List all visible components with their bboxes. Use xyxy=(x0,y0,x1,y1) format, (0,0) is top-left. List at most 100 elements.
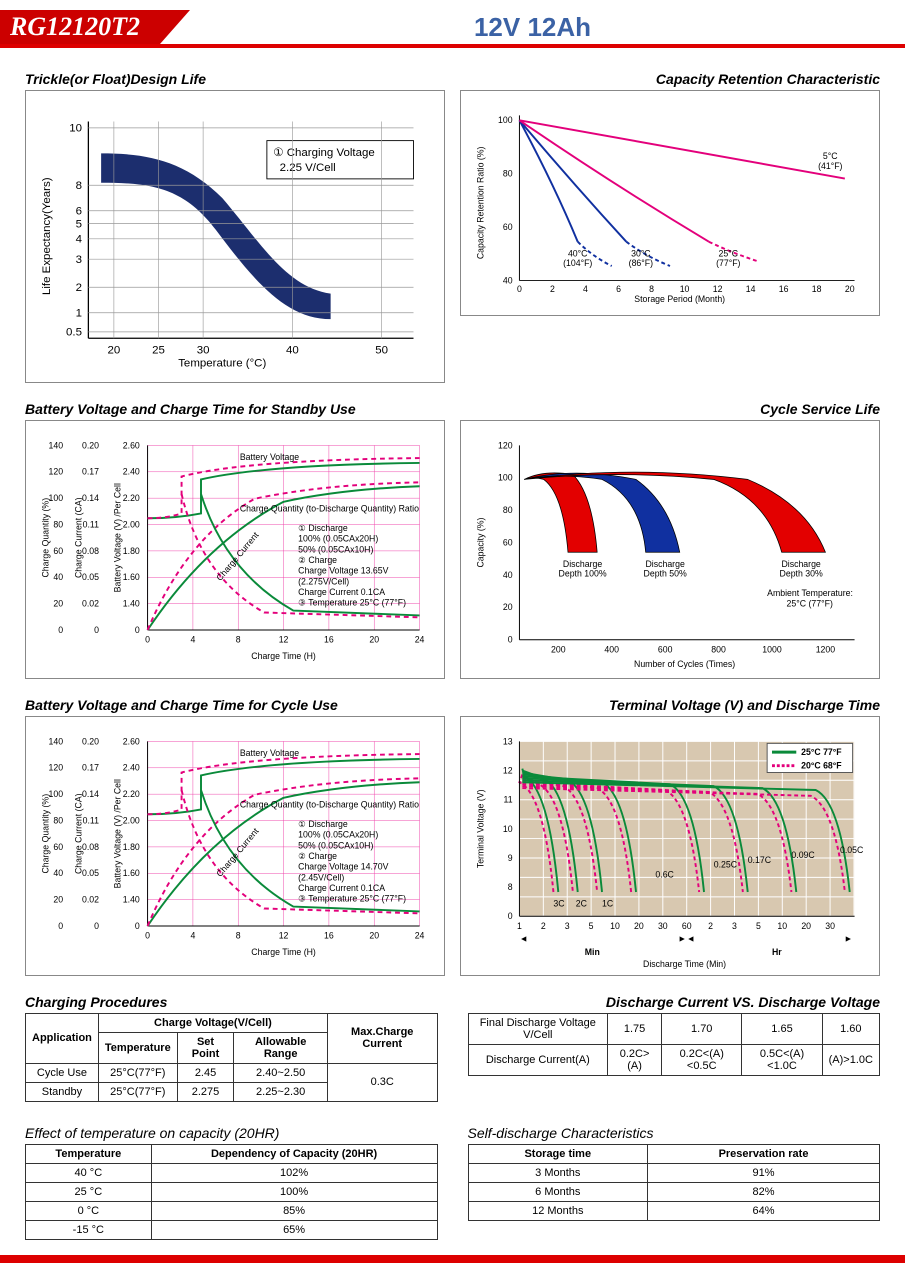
svg-text:1.60: 1.60 xyxy=(123,868,140,878)
svg-text:6: 6 xyxy=(616,284,621,294)
model-label: RG12120T2 xyxy=(0,10,160,44)
svg-text:3: 3 xyxy=(565,921,570,931)
svg-text:1.40: 1.40 xyxy=(123,598,140,608)
svg-text:0: 0 xyxy=(508,634,513,644)
svg-text:2.60: 2.60 xyxy=(123,737,140,747)
svg-text:3: 3 xyxy=(76,254,82,266)
svg-text:12: 12 xyxy=(279,634,289,644)
svg-text:2.40: 2.40 xyxy=(123,763,140,773)
svg-text:1.40: 1.40 xyxy=(123,895,140,905)
chart2-svg: 40°C(104°F) 30°C(86°F) 25°C(77°F) 5°C(41… xyxy=(466,96,874,310)
svg-text:0: 0 xyxy=(145,931,150,941)
svg-text:Charge Quantity (%): Charge Quantity (%) xyxy=(40,794,50,874)
svg-text:10: 10 xyxy=(610,921,620,931)
svg-text:Capacity Retention Ratio (%): Capacity Retention Ratio (%) xyxy=(475,146,485,259)
svg-text:0.17: 0.17 xyxy=(82,763,99,773)
svg-text:(2.45V/Cell): (2.45V/Cell) xyxy=(298,873,344,883)
svg-text:◄: ◄ xyxy=(519,934,528,944)
svg-text:8: 8 xyxy=(76,180,82,192)
svg-text:1: 1 xyxy=(76,308,82,320)
svg-text:2.20: 2.20 xyxy=(123,789,140,799)
temp-capacity-table: TemperatureDependency of Capacity (20HR)… xyxy=(25,1144,438,1240)
chart3-svg: Charge Quantity (%)Charge Current (CA)Ba… xyxy=(31,426,439,674)
svg-text:Depth 30%: Depth 30% xyxy=(780,568,823,578)
svg-text:25°C 77°F: 25°C 77°F xyxy=(801,747,842,757)
svg-text:0.05: 0.05 xyxy=(82,868,99,878)
svg-text:0.17C: 0.17C xyxy=(748,855,771,865)
svg-text:20: 20 xyxy=(53,598,63,608)
chart1-svg: ① Charging Voltage 2.25 V/Cell Temperatu… xyxy=(31,96,439,377)
svg-text:40: 40 xyxy=(286,345,299,357)
svg-text:14: 14 xyxy=(746,284,756,294)
svg-text:40: 40 xyxy=(503,275,513,285)
svg-text:Charge Quantity (to-Discharge: Charge Quantity (to-Discharge Quantity) … xyxy=(240,503,419,513)
svg-text:0.11: 0.11 xyxy=(83,816,99,826)
svg-text:1C: 1C xyxy=(602,899,613,909)
svg-text:0: 0 xyxy=(135,624,140,634)
svg-text:1000: 1000 xyxy=(762,644,782,654)
svg-text:50% (0.05CAx10H): 50% (0.05CAx10H) xyxy=(298,544,373,554)
svg-text:③ Temperature 25°C (77°F): ③ Temperature 25°C (77°F) xyxy=(298,597,406,607)
svg-text:100: 100 xyxy=(498,472,513,482)
svg-text:0.02: 0.02 xyxy=(82,598,99,608)
svg-text:0.6C: 0.6C xyxy=(655,870,673,880)
svg-text:20: 20 xyxy=(634,921,644,931)
svg-text:0: 0 xyxy=(517,284,522,294)
chart2-title: Capacity Retention Characteristic xyxy=(460,71,880,87)
svg-text:20: 20 xyxy=(369,931,379,941)
table3-panel: Effect of temperature on capacity (20HR)… xyxy=(25,1117,438,1240)
svg-text:12: 12 xyxy=(279,931,289,941)
svg-text:30°C: 30°C xyxy=(631,248,651,258)
svg-text:0: 0 xyxy=(508,911,513,921)
discharge-table: Final Discharge Voltage V/Cell1.751.701.… xyxy=(468,1013,881,1076)
svg-text:80: 80 xyxy=(53,816,63,826)
svg-text:1.60: 1.60 xyxy=(123,572,140,582)
svg-text:120: 120 xyxy=(498,440,513,450)
svg-text:Charge Time (H): Charge Time (H) xyxy=(251,947,316,957)
chart5-panel: Battery Voltage and Charge Time for Cycl… xyxy=(25,689,445,976)
svg-text:0: 0 xyxy=(135,921,140,931)
svg-text:(86°F): (86°F) xyxy=(629,258,653,268)
svg-text:140: 140 xyxy=(48,440,63,450)
svg-text:Storage Period (Month): Storage Period (Month) xyxy=(634,294,725,304)
svg-text:2: 2 xyxy=(550,284,555,294)
svg-text:0.02: 0.02 xyxy=(82,895,99,905)
charging-table: ApplicationCharge Voltage(V/Cell)Max.Cha… xyxy=(25,1013,438,1102)
svg-text:Charge Time (H): Charge Time (H) xyxy=(251,651,316,661)
svg-text:1: 1 xyxy=(517,921,522,931)
svg-text:80: 80 xyxy=(53,519,63,529)
table1-panel: Charging Procedures ApplicationCharge Vo… xyxy=(25,986,438,1102)
chart3-title: Battery Voltage and Charge Time for Stan… xyxy=(25,401,445,417)
svg-text:50% (0.05CAx10H): 50% (0.05CAx10H) xyxy=(298,840,373,850)
svg-text:3C: 3C xyxy=(553,899,564,909)
svg-text:1.80: 1.80 xyxy=(123,842,140,852)
svg-text:Charge Quantity (to-Discharge: Charge Quantity (to-Discharge Quantity) … xyxy=(240,800,419,810)
svg-text:(41°F): (41°F) xyxy=(818,161,842,171)
svg-text:Temperature (°C): Temperature (°C) xyxy=(178,357,266,369)
chart1-title: Trickle(or Float)Design Life xyxy=(25,71,445,87)
svg-text:8: 8 xyxy=(649,284,654,294)
svg-text:5: 5 xyxy=(76,218,82,230)
svg-text:0.11: 0.11 xyxy=(83,519,99,529)
svg-text:2.00: 2.00 xyxy=(123,816,140,826)
chart5-title: Battery Voltage and Charge Time for Cycl… xyxy=(25,697,445,713)
svg-text:50: 50 xyxy=(375,345,388,357)
svg-text:Battery Voltage: Battery Voltage xyxy=(240,748,299,758)
svg-text:③ Temperature 25°C (77°F): ③ Temperature 25°C (77°F) xyxy=(298,894,406,904)
table2-panel: Discharge Current VS. Discharge Voltage … xyxy=(468,986,881,1102)
svg-text:Charge Voltage 13.65V: Charge Voltage 13.65V xyxy=(298,565,388,575)
svg-text:① Discharge: ① Discharge xyxy=(298,522,348,532)
svg-text:2C: 2C xyxy=(576,899,587,909)
svg-text:0.05C: 0.05C xyxy=(840,845,863,855)
svg-text:0.14: 0.14 xyxy=(82,789,99,799)
svg-text:4: 4 xyxy=(76,234,83,246)
chart4-svg: DischargeDepth 100% DischargeDepth 50% D… xyxy=(466,426,874,674)
svg-text:Battery Voltage (V) /Per Cell: Battery Voltage (V) /Per Cell xyxy=(112,779,122,888)
svg-text:20: 20 xyxy=(503,602,513,612)
svg-text:Battery Voltage: Battery Voltage xyxy=(240,451,299,461)
svg-text:Charge Current 0.1CA: Charge Current 0.1CA xyxy=(298,587,385,597)
svg-text:② Charge: ② Charge xyxy=(298,554,337,564)
svg-text:40: 40 xyxy=(53,572,63,582)
svg-text:20: 20 xyxy=(53,895,63,905)
self-discharge-table: Storage timePreservation rate3 Months91%… xyxy=(468,1144,881,1221)
